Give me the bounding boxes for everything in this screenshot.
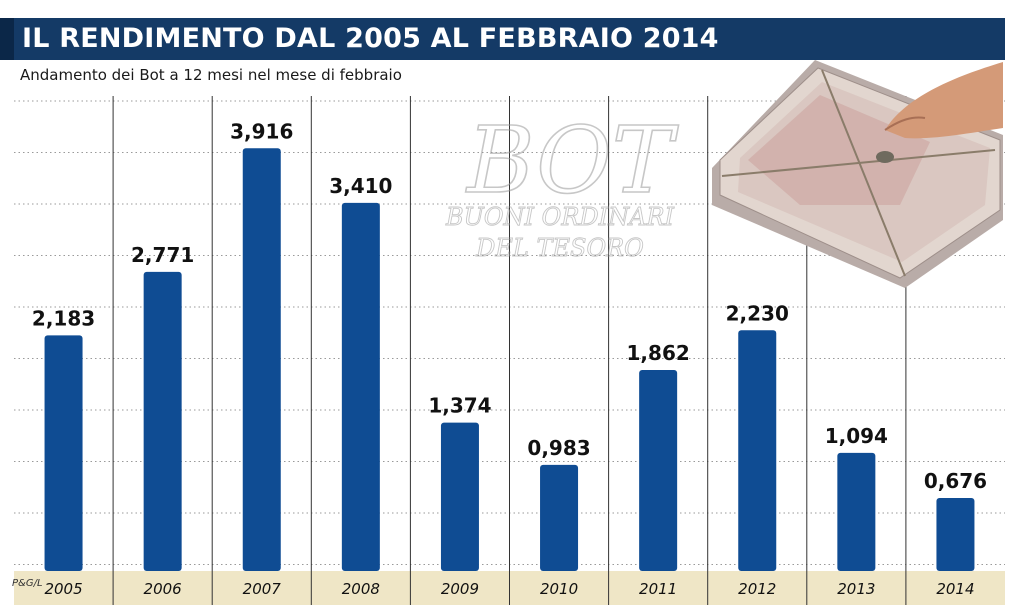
x-tick-label-2014: 2014 [936, 580, 974, 598]
x-tick-label-2005: 2005 [44, 580, 82, 598]
x-tick-label-2012: 2012 [738, 580, 776, 598]
chart-title: IL RENDIMENTO DAL 2005 AL FEBBRAIO 2014 [22, 23, 719, 54]
bar-2007 [242, 148, 281, 571]
bond-bundle-photo [712, 60, 1003, 288]
x-axis-labels: 2005 2006 2007 2008 2009 2010 2011 2012 2013 2014 [44, 580, 974, 598]
bar-2009 [440, 422, 479, 571]
value-label-2013: 1,094 [825, 424, 888, 448]
watermark-line1: BUONI ORDINARI [445, 203, 675, 231]
bars [44, 148, 975, 571]
value-label-2009: 1,374 [428, 394, 491, 418]
value-label-2005: 2,183 [32, 306, 95, 330]
chart-subtitle: Andamento dei Bot a 12 mesi nel mese di … [20, 66, 402, 84]
value-label-2014: 0,676 [924, 469, 987, 493]
value-label-2011: 1,862 [627, 341, 690, 365]
x-tick-label-2011: 2011 [639, 580, 677, 598]
x-tick-label-2008: 2008 [342, 580, 380, 598]
bar-2012 [738, 330, 777, 571]
bar-2011 [639, 369, 678, 571]
watermark-line2: DEL TESORO [475, 234, 644, 262]
watermark-big: BOT [465, 107, 679, 214]
value-label-2007: 3,916 [230, 119, 293, 143]
x-tick-label-2006: 2006 [144, 580, 182, 598]
bot-watermark: BOT BUONI ORDINARI DEL TESORO [445, 106, 680, 262]
title-bar [0, 18, 1005, 60]
value-label-2012: 2,230 [726, 301, 789, 325]
bar-2010 [540, 464, 579, 571]
value-label-2010: 0,983 [527, 436, 590, 460]
value-label-2006: 2,771 [131, 243, 194, 267]
x-tick-label-2009: 2009 [441, 580, 479, 598]
bar-2006 [143, 271, 182, 571]
bar-2005 [44, 335, 83, 571]
credit-label: P&G/L [12, 578, 43, 589]
bar-2008 [341, 202, 380, 571]
bar-2014 [936, 498, 975, 571]
x-tick-label-2007: 2007 [243, 580, 282, 598]
x-tick-label-2010: 2010 [540, 580, 578, 598]
x-tick-label-2013: 2013 [837, 580, 875, 598]
title-accent [0, 18, 14, 60]
bar-2013 [837, 452, 876, 571]
value-labels: 2,183 2,771 3,916 3,410 1,374 0,983 1,862 2,230… [32, 119, 987, 493]
value-label-2008: 3,410 [329, 174, 392, 198]
